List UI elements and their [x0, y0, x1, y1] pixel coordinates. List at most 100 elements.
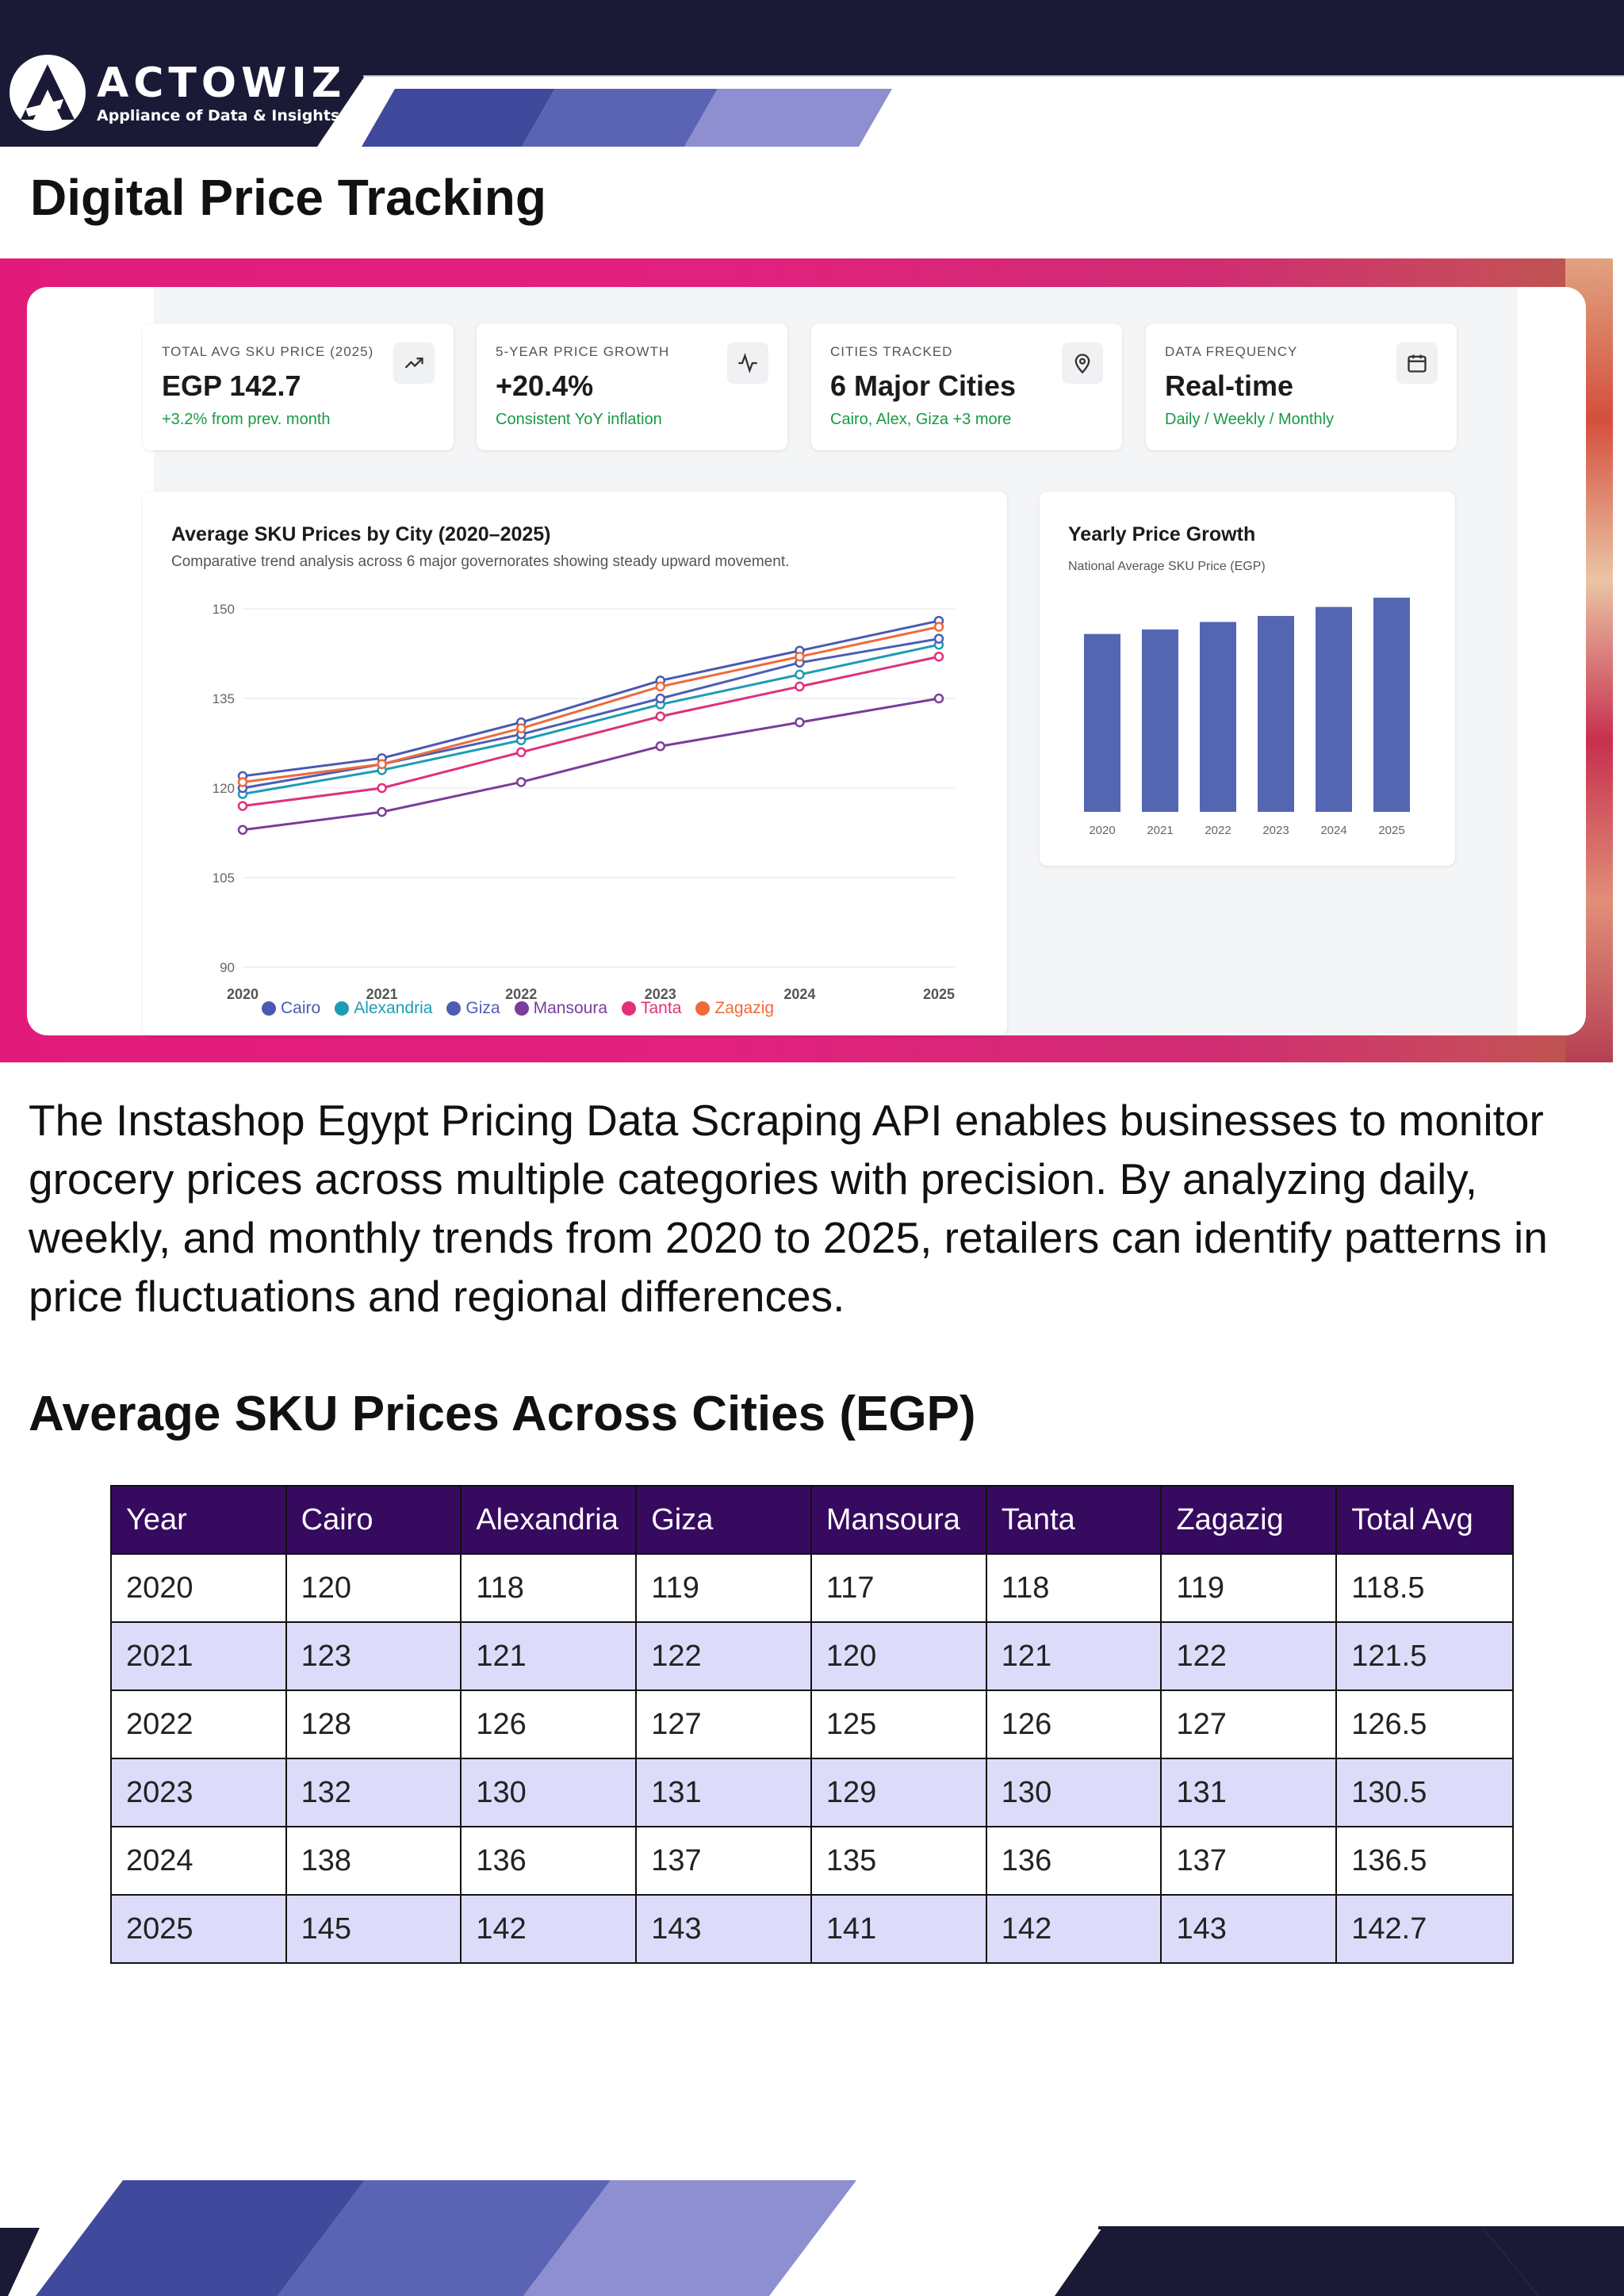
table-heading: Average SKU Prices Across Cities (EGP) [29, 1387, 976, 1441]
dashboard-card: TOTAL AVG SKU PRICE (2025) EGP 142.7 +3.… [27, 287, 1586, 1035]
table-cell: 145 [285, 1894, 462, 1964]
data-point-zagazig [237, 777, 248, 787]
data-point-mansoura [377, 806, 387, 817]
table-cell: 130 [460, 1758, 638, 1827]
table-cell: 122 [1160, 1621, 1338, 1691]
x-tick-label: 2020 [1089, 824, 1115, 837]
bar-chart-title: Yearly Price Growth [1068, 523, 1256, 545]
y-tick-label: 105 [213, 871, 235, 886]
table-cell: 2020 [110, 1553, 287, 1623]
kpi-label: CITIES TRACKED [830, 344, 953, 359]
table-cell: 136.5 [1335, 1826, 1514, 1896]
data-point-mansoura [237, 825, 248, 835]
x-tick-label: 2025 [1378, 824, 1404, 837]
table-cell: 119 [1160, 1553, 1338, 1623]
table-cell: 122 [635, 1621, 812, 1691]
map-pin-icon [1062, 342, 1103, 384]
legend-item-mansoura: Mansoura [514, 999, 607, 1018]
table-row: 2025 145 142 143 141 142 143 142.7 [110, 1894, 1514, 1964]
chart-legend: Cairo Alexandria Giza Mansoura Tanta Zagazig [262, 999, 774, 1018]
table-cell: 117 [810, 1553, 987, 1623]
bar [1373, 597, 1410, 812]
y-tick-label: 135 [213, 691, 235, 706]
table-row: 2024 138 136 137 135 136 137 136.5 [110, 1826, 1514, 1896]
x-tick-label: 2024 [783, 986, 815, 1002]
series-line-giza [242, 637, 940, 790]
calendar-icon [1396, 342, 1438, 384]
y-tick-label: 90 [220, 960, 235, 975]
table-cell: 142 [985, 1894, 1162, 1964]
table-cell: 121 [985, 1621, 1162, 1691]
data-point-alexandria [795, 669, 805, 680]
legend-item-alexandria: Alexandria [335, 999, 432, 1018]
table-cell: 118.5 [1335, 1553, 1514, 1623]
table-cell: 123 [285, 1621, 462, 1691]
bar-chart-subtitle: National Average SKU Price (EGP) [1068, 560, 1266, 573]
kpi-card-frequency: DATA FREQUENCY Real-time Daily / Weekly … [1146, 323, 1457, 450]
kpi-value: +20.4% [496, 369, 594, 402]
table-cell: 120 [810, 1621, 987, 1691]
data-point-zagazig [515, 723, 527, 733]
legend-label: Tanta [641, 999, 682, 1017]
legend-label: Alexandria [354, 999, 433, 1017]
y-tick-label: 150 [213, 602, 235, 617]
data-point-tanta [795, 681, 805, 692]
brand-logo: ACTOWIZ Appliance of Data & Insights [8, 49, 347, 136]
x-tick-label: 2022 [505, 986, 537, 1002]
table-cell: 136 [460, 1826, 638, 1896]
series-line-alexandria [242, 643, 940, 796]
table-cell: 142.7 [1335, 1894, 1514, 1964]
line-chart: 150 135 120 105 90 2020 2021 2022 2023 2024 2025 [213, 602, 955, 1002]
data-point-zagazig [933, 622, 944, 632]
table-cell: 118 [460, 1553, 638, 1623]
kpi-subtext: Daily / Weekly / Monthly [1165, 411, 1335, 428]
data-point-mansoura [933, 693, 944, 704]
x-tick-label: 2023 [1262, 824, 1289, 837]
table-cell: 130.5 [1335, 1758, 1514, 1827]
kpi-value: 6 Major Cities [830, 369, 1017, 402]
data-point-mansoura [795, 717, 805, 728]
table-cell: 120 [285, 1553, 462, 1623]
bar [1084, 633, 1120, 812]
table-row: 2022 128 126 127 125 126 127 126.5 [110, 1689, 1514, 1759]
data-point-mansoura [515, 777, 527, 787]
data-point-tanta [655, 711, 666, 721]
legend-label: Cairo [281, 999, 321, 1017]
legend-swatch [262, 1001, 276, 1016]
table-cell: 2025 [110, 1894, 287, 1964]
x-tick-label: 2023 [645, 986, 676, 1002]
series-line-mansoura [242, 697, 940, 832]
table-cell: 121 [460, 1621, 638, 1691]
x-tick-label: 2021 [1147, 824, 1173, 837]
page-title: Digital Price Tracking [30, 169, 546, 226]
legend-item-cairo: Cairo [262, 999, 320, 1018]
bar [1258, 615, 1294, 812]
table-cell: 141 [810, 1894, 987, 1964]
data-point-zagazig [795, 652, 805, 662]
data-point-giza [655, 693, 666, 704]
table-cell: 128 [285, 1689, 462, 1759]
table-cell: 143 [635, 1894, 812, 1964]
column-header: Zagazig [1160, 1485, 1338, 1555]
table-cell: 121.5 [1335, 1621, 1514, 1691]
data-point-zagazig [655, 681, 666, 692]
table-cell: 125 [810, 1689, 987, 1759]
table-row: 2023 132 130 131 129 130 131 130.5 [110, 1758, 1514, 1827]
table-header-row: Year Cairo Alexandria Giza Mansoura Tant… [110, 1485, 1514, 1555]
legend-item-giza: Giza [446, 999, 500, 1018]
column-header: Tanta [985, 1485, 1162, 1555]
kpi-value: Real-time [1165, 369, 1294, 402]
bar-chart: 2020 2021 2022 2023 2024 2025 [1084, 597, 1410, 837]
bar [1142, 629, 1178, 812]
kpi-subtext: Cairo, Alex, Giza +3 more [830, 411, 1012, 428]
legend-swatch [514, 1001, 529, 1016]
table-cell: 126 [985, 1689, 1162, 1759]
series-line-zagazig [242, 626, 940, 783]
table-cell: 2021 [110, 1621, 287, 1691]
table-cell: 127 [635, 1689, 812, 1759]
column-header: Total Avg [1335, 1485, 1514, 1555]
bar-chart-panel: Yearly Price Growth National Average SKU… [1040, 492, 1455, 866]
data-point-tanta [933, 652, 944, 662]
table-cell: 143 [1160, 1894, 1338, 1964]
brand-tagline: Appliance of Data & Insights [97, 107, 340, 124]
